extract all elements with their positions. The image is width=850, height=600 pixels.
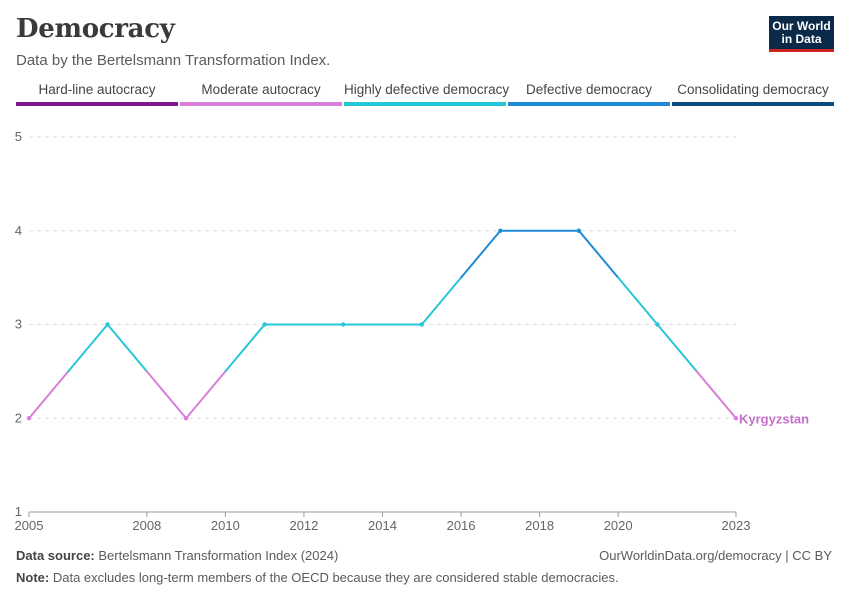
data-point: [105, 322, 110, 327]
x-tick-label: 2020: [604, 518, 633, 533]
data-point: [341, 322, 346, 327]
series-line-segment: [577, 229, 620, 279]
legend-swatch: [180, 102, 342, 106]
legend-label: Hard-line autocracy: [38, 82, 156, 97]
data-point: [419, 322, 424, 327]
x-tick-label: 2008: [132, 518, 161, 533]
y-tick-label: 4: [15, 223, 22, 238]
series-line-segment: [67, 323, 109, 373]
data-point: [26, 416, 32, 421]
series-line-segment: [145, 370, 188, 420]
legend-swatch: [508, 102, 670, 106]
logo-line-1: Our World: [772, 19, 831, 33]
chart-note: Note: Data excludes long-term members of…: [16, 570, 619, 585]
x-tick-label: 2010: [211, 518, 240, 533]
data-point: [498, 228, 503, 233]
x-tick-label: 2016: [447, 518, 476, 533]
category-legend: Hard-line autocracy Moderate autocracy H…: [16, 80, 834, 106]
legend-highly-defective-democracy[interactable]: Highly defective democracy: [344, 80, 510, 106]
data-point: [733, 416, 739, 421]
chart-title: Democracy: [16, 14, 175, 44]
series-line-segment: [420, 276, 463, 326]
x-tick-label: 2012: [289, 518, 318, 533]
y-tick-label: 1: [15, 504, 22, 519]
x-tick-label: 2014: [368, 518, 397, 533]
legend-label: Consolidating democracy: [677, 82, 829, 97]
legend-label: Defective democracy: [525, 82, 653, 97]
legend-swatch: [344, 102, 506, 106]
series-line-segment: [28, 370, 70, 420]
x-tick-label: 2018: [525, 518, 554, 533]
y-tick-label: 5: [15, 129, 22, 144]
legend-swatch: [16, 102, 178, 106]
chart-subtitle: Data by the Bertelsmann Transformation I…: [16, 52, 331, 69]
source-label: Data source:: [16, 548, 95, 563]
y-tick-label: 3: [15, 317, 22, 332]
data-point: [183, 416, 189, 421]
legend-moderate-autocracy[interactable]: Moderate autocracy: [180, 80, 342, 106]
source-text[interactable]: Bertelsmann Transformation Index (2024): [98, 548, 339, 563]
series-line-segment: [656, 323, 698, 373]
series-line-segment: [695, 370, 737, 420]
legend-defective-democracy[interactable]: Defective democracy: [508, 80, 670, 106]
owid-logo[interactable]: Our World in Data: [769, 16, 834, 52]
x-tick-label: 2005: [15, 518, 44, 533]
legend-consolidating-democracy[interactable]: Consolidating democracy: [672, 80, 834, 106]
series-line-segment: [185, 370, 227, 420]
y-tick-label: 2: [15, 410, 22, 425]
x-tick-label: 2023: [722, 518, 751, 533]
logo-line-2: in Data: [781, 32, 822, 46]
data-point: [576, 228, 582, 233]
series-line-segment: [106, 323, 148, 373]
legend-label: Moderate autocracy: [201, 82, 321, 97]
series-label: Kyrgyzstan: [739, 411, 809, 426]
series-line-segment: [617, 276, 659, 326]
note-text: Data excludes long-term members of the O…: [52, 570, 619, 585]
series-line-segment: [460, 229, 502, 279]
data-source: Data source: Bertelsmann Transformation …: [16, 548, 338, 563]
note-label: Note:: [16, 570, 50, 585]
legend-hard-line-autocracy[interactable]: Hard-line autocracy: [16, 80, 178, 106]
data-point: [655, 322, 660, 327]
legend-swatch: [672, 102, 834, 106]
source-url-link[interactable]: OurWorldinData.org/democracy | CC BY: [599, 548, 832, 563]
legend-label: Highly defective democracy: [344, 82, 510, 97]
series-line-segment: [224, 323, 266, 373]
data-point: [262, 322, 267, 327]
